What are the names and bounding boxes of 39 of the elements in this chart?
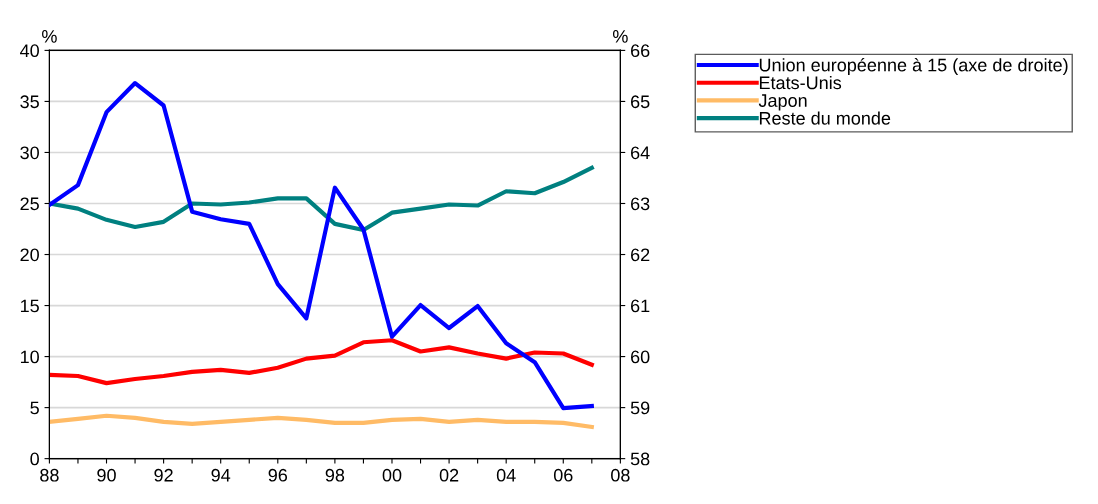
y-tick-label: 15 <box>20 299 39 313</box>
legend-label: Etats-Unis <box>759 75 842 90</box>
y2-tick-label: 66 <box>631 44 650 58</box>
y-tick-label: 30 <box>20 146 39 160</box>
y-tick-label: 0 <box>30 452 39 466</box>
y-tick-label: 20 <box>20 248 39 262</box>
x-tick-label: 88 <box>40 468 59 482</box>
y-tick-label: 25 <box>20 197 39 211</box>
line-series <box>49 413 594 430</box>
y2-tick-label: 60 <box>631 350 650 364</box>
x-tick-label: 06 <box>553 468 573 482</box>
y-tick-label: 5 <box>30 401 39 415</box>
x-tick-label: 08 <box>611 468 630 482</box>
y2-tick-label: 62 <box>631 248 650 262</box>
y2-tick-label: 61 <box>631 299 650 313</box>
x-tick-label: 04 <box>496 468 516 482</box>
y2-axis-title: % <box>612 30 628 43</box>
legend-label: Japon <box>758 94 807 111</box>
line-series <box>49 165 594 233</box>
x-tick-label: 00 <box>382 468 402 482</box>
legend-label: Union européenne à 15 (axe de droite) <box>759 58 1068 76</box>
y-tick-label: 10 <box>20 350 39 364</box>
y-tick-label: 40 <box>20 44 39 58</box>
x-tick-label: 98 <box>325 468 345 482</box>
y2-tick-label: 64 <box>631 146 650 160</box>
x-tick-label: 92 <box>154 468 173 482</box>
y2-tick-label: 65 <box>631 95 650 109</box>
y2-tick-label: 63 <box>631 197 650 211</box>
line-series <box>49 80 594 411</box>
y-axis-title: % <box>42 30 57 43</box>
x-tick-label: 02 <box>439 468 459 482</box>
line-series <box>49 338 594 386</box>
legend-label: Reste du monde <box>759 111 891 125</box>
x-tick-label: 94 <box>211 468 231 482</box>
y2-tick-label: 59 <box>630 401 650 415</box>
y-tick-label: 35 <box>20 95 39 109</box>
y2-tick-label: 58 <box>630 452 650 466</box>
x-tick-label: 90 <box>97 468 116 482</box>
x-tick-label: 96 <box>268 468 288 482</box>
